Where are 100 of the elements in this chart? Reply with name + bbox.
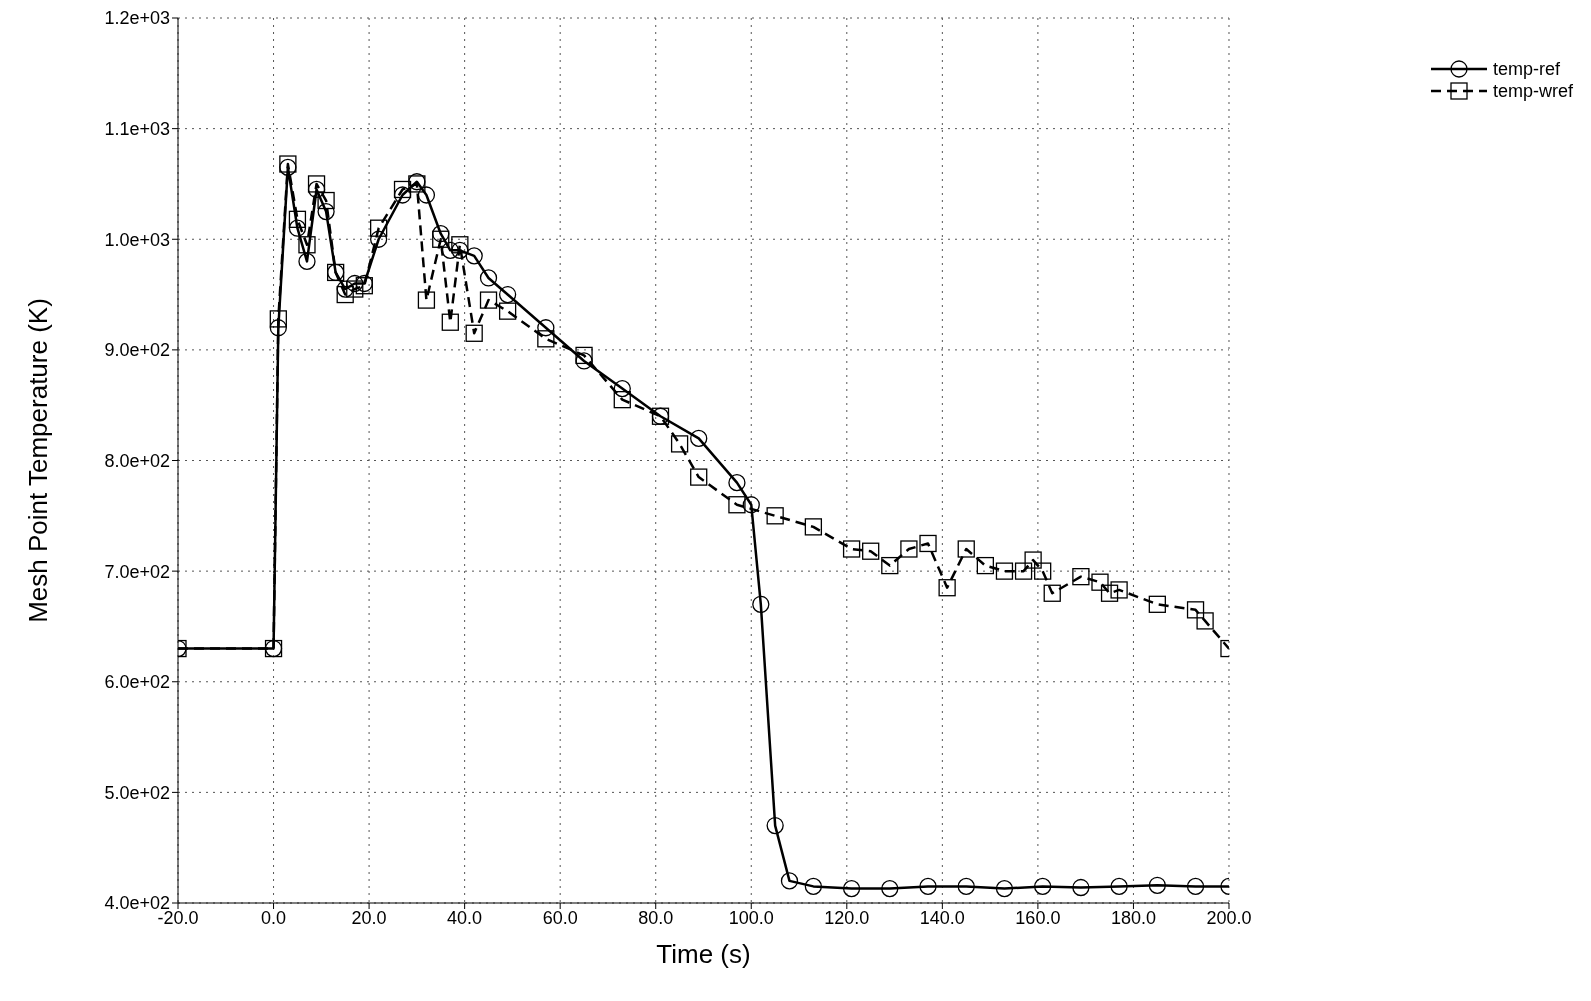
legend-label: temp-ref [1492,58,1561,80]
point [1148,595,1166,613]
point [752,595,770,613]
point [1091,573,1109,591]
x-tick-label: 0.0 [261,907,287,928]
point [393,180,412,199]
point [479,291,498,309]
x-tick-label: 180.0 [1110,907,1156,928]
point [575,352,593,370]
x-tick-label: 60.0 [542,907,578,928]
point [537,319,555,337]
point [479,269,498,287]
x-tick-label: 20.0 [351,907,387,928]
point [441,241,459,259]
point [957,877,975,896]
x-tick-label: 160.0 [1015,907,1061,928]
point [1196,612,1214,630]
point [919,534,937,553]
point [317,202,335,221]
point [307,175,326,193]
point [728,496,746,514]
point [451,241,469,259]
point [317,191,335,210]
point [432,225,450,243]
point [742,496,760,514]
x-axis-title: Time (s) [656,939,751,969]
point [465,247,483,265]
point [976,556,994,575]
y-tick-label: 9.0e+02 [104,340,170,361]
point [1034,877,1052,896]
point [766,816,784,835]
y-axis-title: Mesh Point Temperature (K) [23,298,54,623]
y-tick-label: 1.2e+03 [104,8,170,29]
point [766,507,784,525]
point [269,319,287,337]
point [1072,568,1090,586]
point [432,230,450,248]
y-tick-label: 7.0e+02 [104,561,170,582]
x-tick-label: 200.0 [1206,907,1252,928]
point [298,252,316,271]
point [1024,551,1042,569]
point [465,324,483,342]
point [881,556,899,575]
y-tick-label: 1.1e+03 [104,119,170,140]
point [780,872,799,890]
point [1110,877,1128,896]
point [900,540,918,558]
point [288,219,307,237]
point [613,391,631,409]
point [298,236,316,254]
point [1034,562,1052,580]
point [1110,581,1128,599]
point [575,346,593,365]
point [957,540,975,558]
point [938,579,956,597]
point [393,186,412,204]
point [670,435,689,453]
point [842,540,861,558]
point [498,302,517,320]
point [995,879,1014,898]
point [451,236,469,254]
point [842,879,861,898]
point [417,291,436,309]
point [336,280,354,298]
x-tick-label: 100.0 [728,907,774,928]
x-tick-label: 80.0 [638,907,674,928]
point [369,230,388,248]
y-tick-label: 8.0e+02 [104,450,170,471]
point [1148,876,1166,894]
y-tick-label: 6.0e+02 [104,672,170,693]
point [995,562,1014,580]
point [690,429,708,448]
point [1186,877,1205,896]
point [336,285,354,304]
point [369,219,388,237]
point [881,879,899,898]
point [804,877,823,896]
point [728,473,746,492]
point [1014,562,1033,580]
point [346,280,364,298]
y-tick-label: 1.0e+03 [104,229,170,250]
point [537,330,555,348]
point [346,274,364,293]
x-tick-label: 140.0 [919,907,965,928]
point [441,313,459,331]
point [690,468,708,486]
point [498,285,517,304]
point [1072,878,1090,897]
point [1043,584,1061,602]
point [269,310,287,328]
x-tick-label: 40.0 [447,907,483,928]
point [1100,584,1119,602]
point [862,542,880,560]
point [919,877,937,896]
point [417,186,436,204]
legend-label: temp-wref [1492,80,1573,102]
point [288,210,307,228]
point [613,379,631,398]
x-tick-label: 120.0 [824,907,870,928]
point [804,518,823,536]
